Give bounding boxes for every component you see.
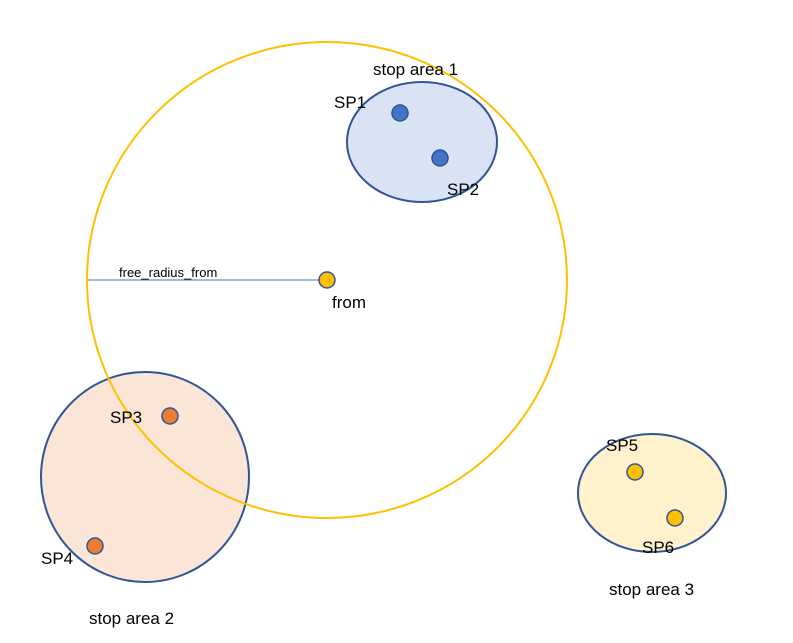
sp2-point-icon — [431, 149, 449, 167]
sp6-label: SP6 — [642, 538, 674, 557]
sp3-label: SP3 — [110, 408, 142, 427]
from-point-icon — [318, 271, 336, 289]
sp1-label: SP1 — [334, 93, 366, 112]
sp5-label: SP5 — [606, 436, 638, 455]
search-radius-circle — [86, 41, 568, 519]
sp1-point-icon — [391, 104, 409, 122]
radius-label: free_radius_from — [119, 265, 217, 280]
stop-area-2-shape — [40, 371, 250, 583]
stop-area-3-shape — [577, 433, 727, 553]
sp5-point-icon — [626, 463, 644, 481]
sp4-label: SP4 — [41, 549, 73, 568]
sp3-point-icon — [161, 407, 179, 425]
sp4-point-icon — [86, 537, 104, 555]
sp6-point-icon — [666, 509, 684, 527]
stop-area-1-label: stop area 1 — [373, 60, 458, 79]
stop-area-1-shape — [346, 81, 498, 203]
stop-area-2-label: stop area 2 — [89, 609, 174, 628]
from-label: from — [332, 293, 366, 312]
sp2-label: SP2 — [447, 180, 479, 199]
stop-area-3-label: stop area 3 — [609, 580, 694, 599]
